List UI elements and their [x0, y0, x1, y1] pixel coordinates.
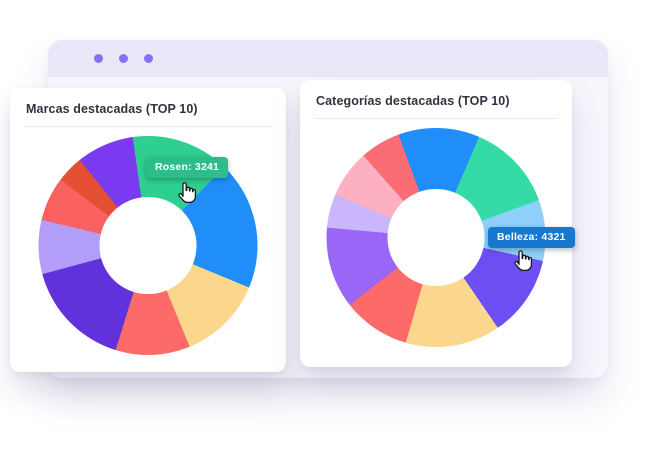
window-header [48, 40, 608, 77]
window-dot [119, 54, 128, 63]
hand-cursor-icon [174, 181, 198, 205]
card-divider [314, 118, 558, 119]
chart-tooltip-belleza: Belleza: 4321 [488, 227, 575, 248]
hand-cursor-icon [510, 249, 534, 273]
window-dot [94, 54, 103, 63]
card-title-brands: Marcas destacadas (TOP 10) [26, 102, 198, 116]
card-top-categories: Categorías destacadas (TOP 10) Belleza: … [300, 80, 575, 367]
chart-area-categories: Belleza: 4321 [300, 119, 575, 367]
window-dot [144, 54, 153, 63]
card-divider [24, 126, 272, 127]
chart-tooltip-rosen: Rosen: 3241 [146, 157, 229, 178]
card-top-brands: Marcas destacadas (TOP 10) Rosen: 3241 [10, 88, 286, 372]
chart-area-brands: Rosen: 3241 [10, 127, 286, 372]
card-title-categories: Categorías destacadas (TOP 10) [316, 94, 510, 108]
